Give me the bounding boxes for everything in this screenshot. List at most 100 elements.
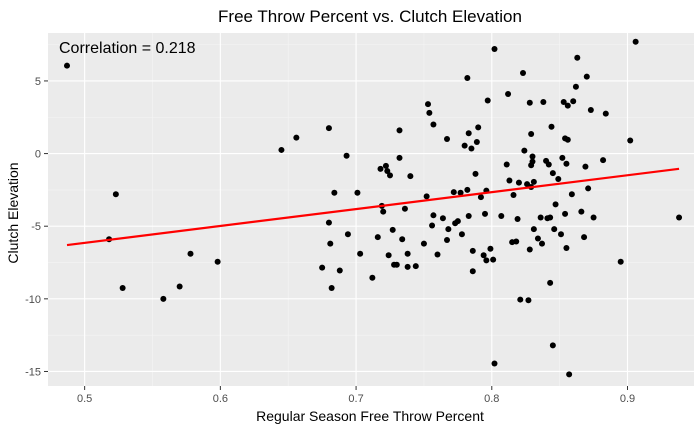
data-point — [510, 191, 517, 198]
data-point — [581, 234, 588, 241]
data-point — [537, 214, 544, 221]
data-point — [505, 91, 512, 98]
data-point — [574, 54, 581, 61]
plot-panel — [48, 33, 694, 386]
data-point — [529, 153, 536, 160]
data-point — [534, 235, 541, 242]
data-point — [482, 210, 488, 217]
data-point — [632, 38, 639, 45]
data-point — [399, 236, 406, 243]
data-point — [547, 279, 554, 286]
data-point — [454, 218, 461, 225]
data-point — [564, 102, 571, 109]
data-point — [344, 231, 351, 238]
data-point — [506, 177, 513, 184]
data-point — [525, 297, 532, 304]
data-point — [382, 162, 389, 169]
data-point — [540, 99, 547, 106]
data-point — [503, 161, 510, 168]
data-point — [64, 62, 70, 69]
data-point — [444, 136, 450, 143]
data-point — [385, 252, 392, 259]
data-point — [578, 208, 585, 215]
data-point — [420, 240, 427, 247]
data-points — [64, 38, 683, 378]
data-point — [396, 154, 403, 161]
data-point — [404, 250, 411, 257]
data-point — [559, 154, 566, 161]
data-point — [293, 134, 300, 141]
data-point — [461, 142, 468, 149]
data-point — [325, 219, 332, 226]
data-point — [404, 263, 411, 270]
x-tick-label: 0.9 — [620, 393, 635, 405]
x-axis-ticks: 0.5 0.6 0.7 0.8 0.9 — [77, 386, 635, 405]
data-point — [176, 283, 183, 290]
data-point — [560, 99, 567, 106]
correlation-annotation: Correlation = 0.218 — [59, 40, 196, 57]
x-tick-label: 0.8 — [484, 393, 499, 405]
data-point — [520, 69, 526, 76]
data-point — [468, 145, 475, 152]
data-point — [548, 123, 555, 130]
data-point — [407, 173, 414, 180]
data-point — [547, 214, 554, 221]
data-point — [563, 160, 570, 167]
data-point — [336, 267, 343, 274]
data-point — [572, 83, 579, 90]
data-point — [389, 226, 396, 233]
data-point — [119, 284, 126, 291]
data-point — [530, 178, 537, 185]
data-point — [472, 170, 479, 177]
data-point — [434, 251, 441, 258]
data-point — [331, 189, 338, 196]
x-tick-label: 0.7 — [348, 393, 363, 405]
data-point — [570, 98, 577, 105]
y-tick-label: -15 — [25, 366, 41, 378]
data-point — [457, 189, 464, 196]
y-axis-title: Clutch Elevation — [5, 162, 21, 263]
data-point — [566, 371, 573, 378]
data-point — [551, 226, 558, 233]
data-point — [469, 247, 476, 254]
data-point — [563, 244, 570, 251]
data-point — [585, 185, 592, 192]
data-point — [545, 161, 552, 168]
data-point — [475, 124, 482, 131]
chart-title: Free Throw Percent vs. Clutch Elevation — [218, 7, 522, 26]
data-point — [444, 237, 450, 244]
data-point — [396, 127, 403, 134]
data-point — [369, 274, 376, 281]
y-tick-label: -5 — [31, 221, 41, 233]
data-point — [393, 261, 400, 268]
data-point — [319, 264, 326, 271]
data-point — [602, 110, 609, 117]
data-point — [469, 268, 476, 275]
data-point — [354, 189, 361, 196]
data-point — [513, 238, 520, 245]
data-point — [539, 240, 545, 247]
data-point — [526, 246, 533, 253]
data-point — [412, 263, 419, 270]
data-point — [465, 130, 472, 137]
data-point — [187, 250, 194, 257]
data-point — [549, 170, 556, 177]
data-point — [380, 208, 387, 215]
data-point — [555, 175, 562, 182]
data-point — [528, 130, 535, 137]
data-point — [480, 252, 487, 259]
data-point — [430, 121, 437, 128]
data-point — [521, 147, 528, 154]
data-point — [112, 191, 119, 198]
data-point — [377, 165, 384, 172]
data-point — [676, 214, 683, 221]
data-point — [473, 138, 480, 145]
x-tick-label: 0.6 — [213, 393, 228, 405]
data-point — [357, 250, 364, 257]
data-point — [325, 125, 332, 132]
data-point — [583, 73, 590, 80]
data-point — [328, 284, 335, 291]
data-point — [562, 210, 569, 217]
data-point — [627, 137, 634, 144]
